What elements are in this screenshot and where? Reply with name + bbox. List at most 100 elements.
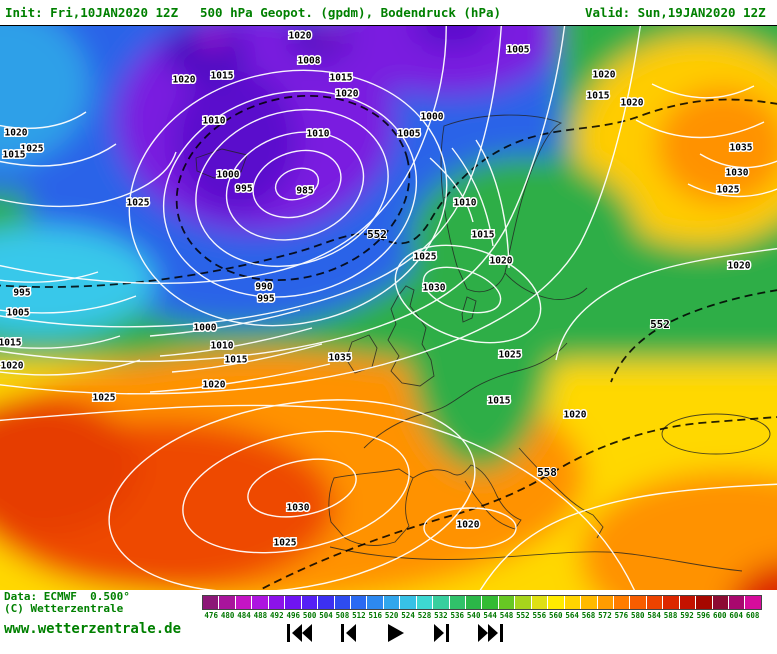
- step-forward-icon: [434, 624, 449, 642]
- colorbar-tick: 500: [302, 611, 317, 620]
- pressure-label: 1020: [564, 410, 587, 421]
- colorbar-tick: 576: [614, 611, 629, 620]
- pressure-label: 1025: [21, 144, 44, 155]
- colorbar-tick: 580: [630, 611, 645, 620]
- colorbar-cell: [548, 596, 565, 609]
- step-forward-button[interactable]: [427, 621, 455, 645]
- colorbar-cell: [729, 596, 746, 609]
- copyright-label: (C) Wetterzentrale: [4, 602, 124, 615]
- colorbar-tick: 512: [352, 611, 366, 620]
- play-button[interactable]: [381, 621, 409, 645]
- skip-to-start-icon: [287, 624, 312, 642]
- pressure-label: 1010: [307, 129, 330, 140]
- play-icon: [388, 624, 404, 642]
- colorbar-cell: [679, 596, 697, 609]
- skip-to-end-icon: [478, 624, 503, 642]
- colorbar-tick: 480: [220, 611, 235, 620]
- colorbar-cell: [515, 596, 532, 609]
- pressure-label: 1015: [472, 230, 495, 241]
- colorbar-tick: 572: [598, 611, 612, 620]
- colorbar-tick: 508: [335, 611, 350, 620]
- colorbar-cell: [383, 596, 401, 609]
- colorbar-tick: 532: [434, 611, 448, 620]
- colorbar-cell: [581, 596, 598, 609]
- colorbar-cell: [613, 596, 631, 609]
- website-link[interactable]: www.wetterzentrale.de: [4, 621, 182, 637]
- height-contours: [0, 94, 777, 591]
- pressure-label: 1010: [454, 198, 477, 209]
- colorbar-tick: 588: [663, 611, 678, 620]
- colorbar-tick: 484: [237, 611, 251, 620]
- init-time-label: Init: Fri,10JAN2020 12Z: [5, 5, 179, 20]
- pressure-label: 1010: [211, 341, 234, 352]
- colorbar-tick: 552: [516, 611, 530, 620]
- colorbar-cell: [663, 596, 680, 609]
- pressure-label: 1035: [730, 143, 753, 154]
- colorbar-tick: 544: [483, 611, 497, 620]
- pressure-label: 1008: [298, 56, 321, 67]
- pressure-label: 1025: [274, 538, 297, 549]
- data-source-label: Data: ECMWF 0.500°: [4, 590, 130, 603]
- pressure-label: 1010: [203, 116, 226, 127]
- header: Init: Fri,10JAN2020 12Z 500 hPa Geopot. …: [0, 0, 777, 25]
- colorbar-tick: 596: [696, 611, 711, 620]
- colorbar-cell: [400, 596, 417, 609]
- step-back-button[interactable]: [335, 621, 363, 645]
- colorbar-tick: 540: [466, 611, 481, 620]
- colorbar-cell: [268, 596, 286, 609]
- colorbar-scale: 476 480 484 488 492 496 500 504 508 512 516 520 524 5…: [203, 611, 761, 620]
- pressure-label: 1015: [587, 91, 610, 102]
- colorbar-tick: 548: [499, 611, 514, 620]
- pressure-label: 1020: [457, 520, 480, 531]
- colorbar-cell: [367, 596, 384, 609]
- pressure-label: 995: [257, 294, 274, 305]
- pressure-label: 1020: [621, 98, 644, 109]
- colorbar-cell: [449, 596, 466, 609]
- pressure-label: 1025: [127, 198, 150, 209]
- pressure-label: 1020: [203, 380, 226, 391]
- pressure-label: 1005: [398, 129, 421, 140]
- colorbar-tick: 592: [680, 611, 694, 620]
- colorbar-cell: [630, 596, 647, 609]
- pressure-label: 1015: [3, 150, 26, 161]
- pressure-label: 1000: [217, 170, 240, 181]
- pressure-label: 990: [255, 282, 272, 293]
- colorbar-cell: [252, 596, 269, 609]
- colorbar-tick: 564: [565, 611, 579, 620]
- valid-time-label: Valid: Sun,19JAN2020 12Z: [585, 5, 766, 20]
- skip-end-button[interactable]: [473, 621, 507, 645]
- chart-title: 500 hPa Geopot. (gpdm), Bodendruck (hPa): [200, 5, 502, 20]
- colorbar-tick: 604: [729, 611, 743, 620]
- colorbar-tick: 584: [647, 611, 661, 620]
- colorbar-tick: 528: [417, 611, 432, 620]
- colorbar-cell: [712, 596, 729, 609]
- pressure-label: 1020: [289, 31, 312, 42]
- pressure-label: 1030: [423, 283, 446, 294]
- colorbar-tick: 492: [270, 611, 284, 620]
- colorbar-tick: 496: [286, 611, 300, 620]
- pressure-label: 1015: [488, 396, 511, 407]
- pressure-label: 1030: [726, 168, 749, 179]
- colorbar-cell: [466, 596, 483, 609]
- height-label: 558: [537, 466, 557, 479]
- colorbar-cell: [318, 596, 335, 609]
- pressure-label: 995: [13, 288, 30, 299]
- colorbar-tick: 516: [368, 611, 383, 620]
- playback-controls: [283, 621, 507, 645]
- colorbar-cell: [745, 596, 761, 609]
- isobar-contours: [0, 26, 777, 591]
- pressure-label: 1025: [499, 350, 522, 361]
- colorbar-tick: 520: [384, 611, 399, 620]
- pressure-label: 985: [296, 186, 313, 197]
- colorbar-cell: [219, 596, 236, 609]
- colorbar-tick: 488: [253, 611, 268, 620]
- pressure-label: 1035: [329, 353, 352, 364]
- pressure-label: 995: [235, 184, 252, 195]
- skip-start-button[interactable]: [283, 621, 317, 645]
- colorbar-tick: 524: [401, 611, 415, 620]
- pressure-label: 1005: [507, 45, 530, 56]
- colorbar-tick: 504: [319, 611, 333, 620]
- colorbar-cell: [564, 596, 582, 609]
- colorbar-cell: [235, 596, 253, 609]
